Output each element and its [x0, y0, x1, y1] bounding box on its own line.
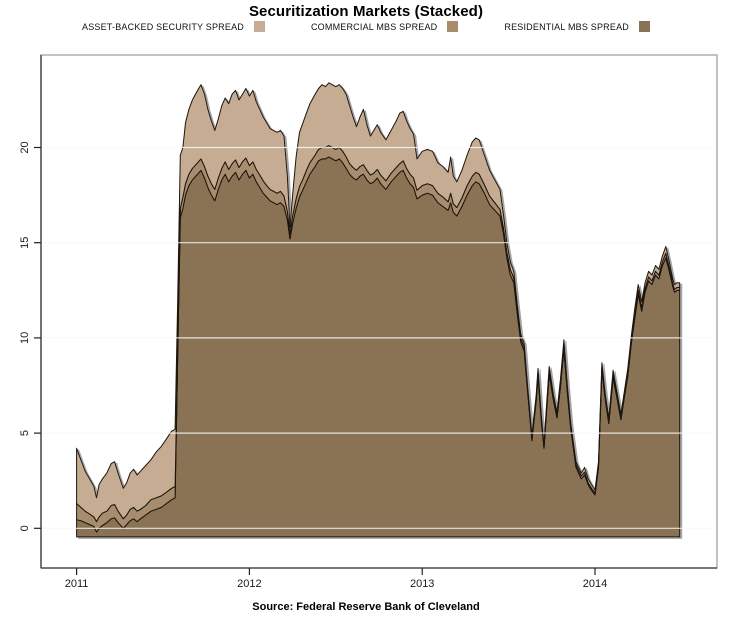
- legend-item-label: COMMERCIAL MBS SPREAD: [310, 21, 438, 32]
- legend-item-residential-mbs: RESIDENTIAL MBS SPREAD: [504, 21, 650, 32]
- legend-swatch-commercial-mbs: [447, 21, 459, 32]
- area-band-asset-backed-security-spread: [76, 82, 681, 523]
- area-stack: [76, 82, 681, 538]
- legend: ASSET-BACKED SECURITY SPREAD COMMERCIAL …: [0, 21, 732, 32]
- legend-swatch-residential-mbs: [638, 21, 650, 32]
- legend-item-label: RESIDENTIAL MBS SPREAD: [504, 21, 629, 32]
- x-axis-tick-label: 2011: [65, 578, 89, 590]
- x-axis-tick-label: 2013: [410, 578, 434, 590]
- y-axis-tick-label: 10: [19, 332, 31, 344]
- legend-item-asset-backed: ASSET-BACKED SECURITY SPREAD: [82, 21, 265, 32]
- legend-item-commercial-mbs: COMMERCIAL MBS SPREAD: [310, 21, 459, 32]
- x-axis-tick-label: 2012: [237, 578, 261, 590]
- y-axis-tick-label: 20: [19, 141, 31, 153]
- y-axis-tick-label: 5: [19, 430, 31, 436]
- source-caption: Source: Federal Reserve Bank of Clevelan…: [252, 601, 480, 613]
- y-axis-tick-label: 0: [19, 525, 31, 531]
- x-axis-tick-label: 2014: [583, 578, 607, 590]
- legend-item-label: ASSET-BACKED SECURITY SPREAD: [82, 21, 244, 32]
- y-axis-tick-label: 15: [19, 237, 31, 249]
- chart-title: Securitization Markets (Stacked): [248, 3, 484, 20]
- legend-swatch-asset-backed: [253, 21, 265, 32]
